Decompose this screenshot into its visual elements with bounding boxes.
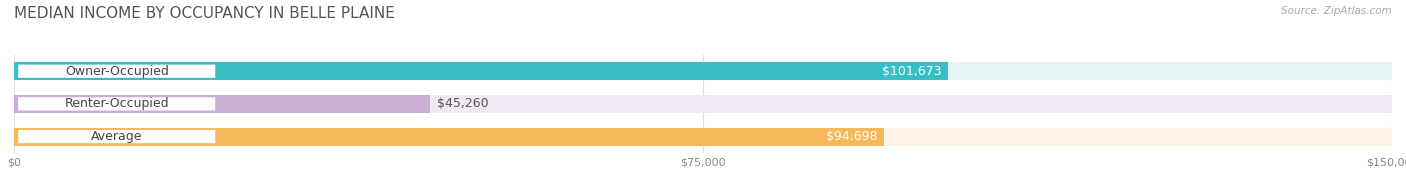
FancyBboxPatch shape	[18, 97, 215, 111]
Text: Source: ZipAtlas.com: Source: ZipAtlas.com	[1281, 6, 1392, 16]
Bar	[14, 62, 948, 80]
Bar	[14, 62, 1392, 80]
FancyBboxPatch shape	[18, 65, 215, 78]
Bar	[14, 128, 1392, 145]
Text: Owner-Occupied: Owner-Occupied	[65, 65, 169, 78]
Bar	[14, 128, 884, 145]
Text: Average: Average	[91, 130, 142, 143]
Bar	[14, 95, 1392, 113]
Text: Renter-Occupied: Renter-Occupied	[65, 97, 169, 110]
Bar	[14, 95, 430, 113]
Text: $45,260: $45,260	[437, 97, 488, 110]
Text: MEDIAN INCOME BY OCCUPANCY IN BELLE PLAINE: MEDIAN INCOME BY OCCUPANCY IN BELLE PLAI…	[14, 6, 395, 21]
FancyBboxPatch shape	[18, 130, 215, 143]
Text: $94,698: $94,698	[825, 130, 877, 143]
Text: $101,673: $101,673	[882, 65, 941, 78]
